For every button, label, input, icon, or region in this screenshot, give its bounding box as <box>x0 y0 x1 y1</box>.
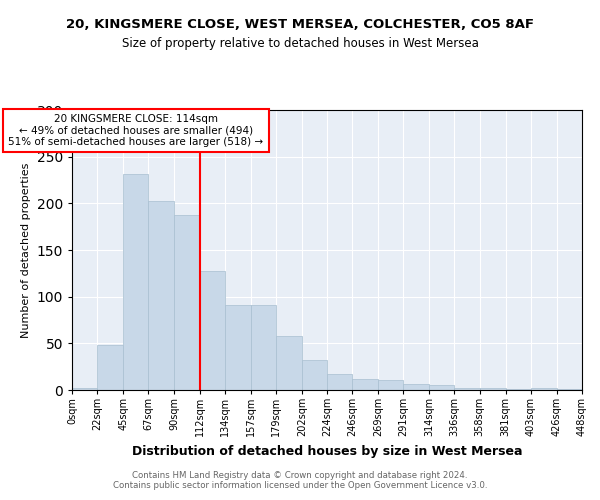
Bar <box>430 386 455 390</box>
Bar <box>72 388 97 390</box>
Bar <box>557 389 582 390</box>
Bar <box>531 388 557 390</box>
Bar <box>148 202 175 390</box>
Bar <box>251 305 276 390</box>
Bar <box>455 388 479 390</box>
Bar <box>327 374 352 390</box>
Bar <box>175 214 199 390</box>
Bar <box>199 272 224 390</box>
Text: 20 KINGSMERE CLOSE: 114sqm
← 49% of detached houses are smaller (494)
51% of sem: 20 KINGSMERE CLOSE: 114sqm ← 49% of deta… <box>8 114 263 147</box>
Bar <box>479 388 506 390</box>
Bar <box>506 389 531 390</box>
Bar <box>302 360 327 390</box>
Bar <box>378 380 403 390</box>
Bar <box>276 336 302 390</box>
Bar <box>97 345 123 390</box>
Bar <box>352 379 378 390</box>
Bar <box>224 305 251 390</box>
Y-axis label: Number of detached properties: Number of detached properties <box>21 162 31 338</box>
Bar <box>403 384 430 390</box>
Bar <box>123 174 148 390</box>
Text: Size of property relative to detached houses in West Mersea: Size of property relative to detached ho… <box>122 38 478 51</box>
Text: Contains HM Land Registry data © Crown copyright and database right 2024.
Contai: Contains HM Land Registry data © Crown c… <box>113 470 487 490</box>
X-axis label: Distribution of detached houses by size in West Mersea: Distribution of detached houses by size … <box>132 444 522 458</box>
Text: 20, KINGSMERE CLOSE, WEST MERSEA, COLCHESTER, CO5 8AF: 20, KINGSMERE CLOSE, WEST MERSEA, COLCHE… <box>66 18 534 30</box>
